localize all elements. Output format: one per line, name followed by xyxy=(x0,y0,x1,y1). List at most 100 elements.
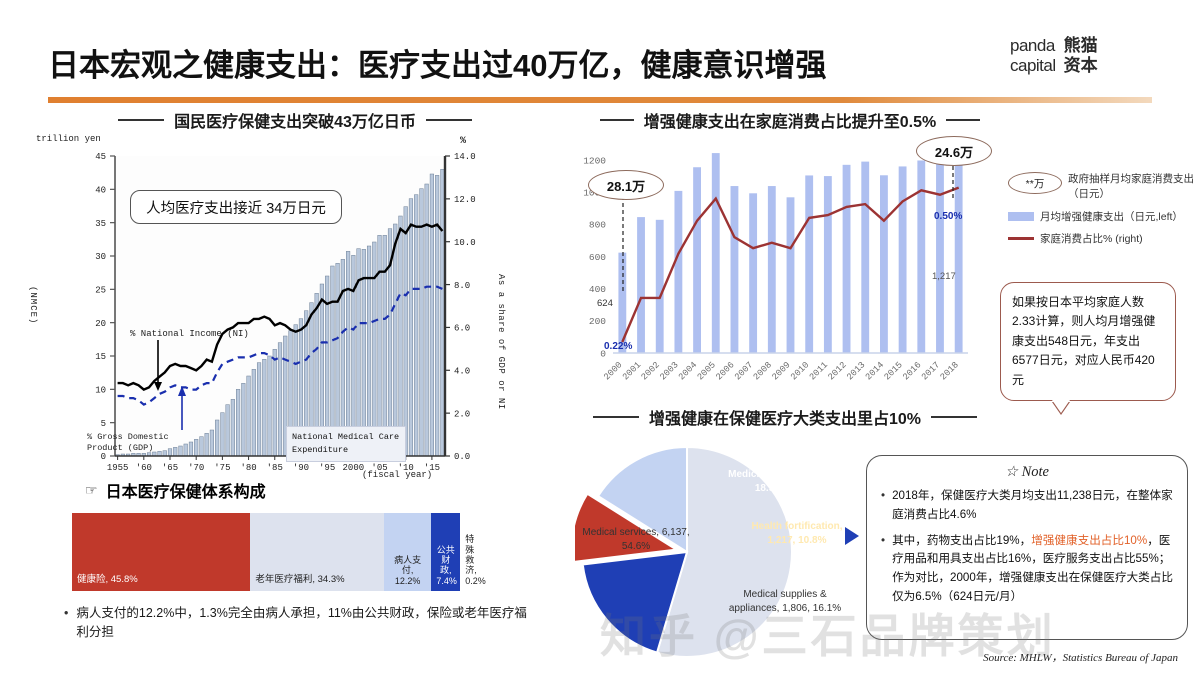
svg-text:'05: '05 xyxy=(371,463,387,473)
heading-rule-left xyxy=(118,119,165,121)
left-chart-heading: 国民医疗保健支出突破43万亿日币 xyxy=(50,108,540,132)
legend-bar-label: 月均增强健康支出（日元,left） xyxy=(1040,211,1183,224)
play-arrow-icon xyxy=(845,527,859,545)
stacked-bar-segment-label: 病人支付, 12.2% xyxy=(394,554,422,586)
left-chart-x-axis-caption: (fiscal year) xyxy=(362,470,433,480)
note-item-1: • 2018年，保健医疗大类月均支出11,238日元，在整体家庭消费占比4.6% xyxy=(881,487,1173,525)
legend-line-row: 家庭消费占比% (right) xyxy=(1008,231,1198,246)
healthcare-breakdown-pie: Medical services, 6,137, 54.6% Medicines… xyxy=(570,440,875,665)
ni-label-arrow xyxy=(154,340,162,391)
stacked-bar-segment-label: 老年医疗福利, 34.3% xyxy=(255,574,345,586)
pie-label-medicines: Medicines, 2,078, 18.5% xyxy=(728,469,810,494)
svg-text:'85: '85 xyxy=(267,463,283,473)
note-highlight: 增强健康支出占比10% xyxy=(1031,533,1148,547)
right-top-legend: **万 政府抽样月均家庭消费支出（日元） 月均增强健康支出（日元,left） 家… xyxy=(1008,172,1198,253)
svg-text:800: 800 xyxy=(589,220,606,231)
pie-label-medical-supplies: Medical supplies & appliances, 1,806, 16… xyxy=(728,589,842,614)
nmce-series-label: National Medical Care Expenditure xyxy=(286,426,406,462)
left-chart-heading-text: 国民医疗保健支出突破43万亿日币 xyxy=(174,114,416,131)
svg-text:10: 10 xyxy=(95,386,106,396)
label-last-pct-value: 0.50% xyxy=(934,211,963,222)
left-chart-percent-label: % xyxy=(460,136,467,147)
svg-text:25: 25 xyxy=(95,286,106,296)
svg-text:2013: 2013 xyxy=(845,360,867,382)
label-last-bar-value: 1,217 xyxy=(932,271,956,282)
svg-text:2009: 2009 xyxy=(770,360,792,382)
svg-text:8.0: 8.0 xyxy=(454,281,470,291)
heading-rule-right xyxy=(425,119,472,121)
rt-heading-rule-left xyxy=(599,119,634,121)
svg-text:1955: 1955 xyxy=(107,463,129,473)
stacked-bar-heading: ☞ 日本医疗保健体系构成 xyxy=(85,478,266,502)
note-bullet-2: • xyxy=(881,533,886,547)
gdp-series-label: % Gross Domestic Product (GDP) xyxy=(87,432,169,453)
left-chart-y2-axis-title: As a share of GDP or NI xyxy=(496,274,506,410)
pie-heading-rule-right xyxy=(931,416,978,418)
note-item-2-text: 其中，药物支出占比19%，增强健康支出占比10%，医疗用品和用具支出占比16%，… xyxy=(892,533,1173,603)
note-item-1-text: 2018年，保健医疗大类月均支出11,238日元，在整体家庭消费占比4.6% xyxy=(892,489,1173,521)
svg-text:45: 45 xyxy=(95,152,106,162)
label-first-bar-value: 624 xyxy=(597,298,613,309)
pie-heading-text: 增强健康在保健医疗大类支出里占10% xyxy=(648,411,922,428)
svg-text:2004: 2004 xyxy=(677,360,699,382)
stacked-bar-heading-text: 日本医疗保健体系构成 xyxy=(105,484,266,501)
stacked-bar-segment-label: 特殊救济, 0.2% xyxy=(465,534,486,586)
svg-text:'80: '80 xyxy=(240,463,256,473)
svg-text:20: 20 xyxy=(95,319,106,329)
logo-cn-line1: 熊猫 xyxy=(1063,36,1098,55)
svg-text:'75: '75 xyxy=(214,463,230,473)
logo-wordmark-line2: capital xyxy=(1010,56,1056,76)
note-bullet-1: • xyxy=(881,489,886,502)
svg-text:2003: 2003 xyxy=(658,360,680,382)
funding-composition-stacked-bar: 健康险, 45.8% 老年医疗福利, 34.3% 病人支付, 12.2% 公共财政, … xyxy=(72,513,486,591)
logo-cn-line2: 资本 xyxy=(1063,56,1098,76)
legend-line-swatch xyxy=(1008,237,1034,241)
legend-ellipse-desc: 政府抽样月均家庭消费支出（日元） xyxy=(1068,173,1194,201)
note-box: ☆ Note • 2018年，保健医疗大类月均支出11,238日元，在整体家庭消… xyxy=(866,455,1188,640)
svg-text:10.0: 10.0 xyxy=(454,238,476,248)
page-title: 日本宏观之健康支出：医疗支出过40万亿，健康意识增强 xyxy=(48,36,968,88)
svg-text:14.0: 14.0 xyxy=(454,152,476,162)
stacked-bar-segment-label: 健康险, 45.8% xyxy=(77,574,138,586)
svg-text:'10: '10 xyxy=(398,463,414,473)
svg-text:2.0: 2.0 xyxy=(454,409,470,419)
page-title-text: 日本宏观之健康支出：医疗支出过40万亿，健康意识增强 xyxy=(48,47,827,83)
note-box-title: ☆ Note xyxy=(1004,464,1049,480)
panda-capital-logo: panda capital 熊猫 资本 xyxy=(1010,36,1160,92)
stacked-bar-segment-label: 公共财政, 7.4% xyxy=(436,544,457,586)
stacked-bar-segment: 病人支付, 12.2% xyxy=(383,513,432,591)
svg-text:2008: 2008 xyxy=(752,360,774,382)
svg-text:2006: 2006 xyxy=(714,360,736,382)
legend-ellipse-row: **万 政府抽样月均家庭消费支出（日元） xyxy=(1008,172,1198,202)
svg-text:'90: '90 xyxy=(293,463,309,473)
svg-text:35: 35 xyxy=(95,219,106,229)
left-chart-panel: 国民医疗保健支出突破43万亿日币 0 5 10 15 20 25 30 35 40 45 0.0 2… xyxy=(28,108,550,498)
svg-text:5: 5 xyxy=(101,419,106,429)
svg-text:2015: 2015 xyxy=(882,360,904,382)
title-underline-rule xyxy=(48,97,1152,103)
logo-wordmark-line1: panda xyxy=(1010,36,1055,55)
pie-label-medical-services: Medical services, 6,137, 54.6% xyxy=(582,527,690,552)
ni-series-label: % National Income (NI) xyxy=(130,329,249,339)
left-chart-y-axis-title: (NMCE) xyxy=(28,286,38,325)
svg-text:15: 15 xyxy=(95,352,106,362)
svg-text:'65: '65 xyxy=(162,463,178,473)
stacked-bar-segment: 特殊救济, 0.2% xyxy=(460,513,486,591)
callout-2000-value: 28.1万 xyxy=(588,170,664,200)
svg-text:'15: '15 xyxy=(424,463,440,473)
svg-text:40: 40 xyxy=(95,186,106,196)
legend-line-label: 家庭消费占比% (right) xyxy=(1040,233,1143,246)
svg-text:2000: 2000 xyxy=(343,463,365,473)
svg-text:2007: 2007 xyxy=(733,360,755,382)
svg-text:4.0: 4.0 xyxy=(454,366,470,376)
svg-text:'70: '70 xyxy=(188,463,204,473)
svg-text:2001: 2001 xyxy=(621,360,643,382)
svg-text:30: 30 xyxy=(95,252,106,262)
per-capita-estimate-text: 如果按日本平均家庭人数2.33计算，则人均月增强健康支出548日元，年支出657… xyxy=(1012,295,1156,387)
svg-text:2010: 2010 xyxy=(789,360,811,382)
stacked-bar-note: • 病人支付的12.2%中，1.3%完全由病人承担，11%由公共财政，保险或老年… xyxy=(64,604,534,643)
svg-text:6.0: 6.0 xyxy=(454,324,470,334)
svg-text:2016: 2016 xyxy=(901,360,923,382)
stacked-bar-segment: 老年医疗福利, 34.3% xyxy=(250,513,384,591)
rt-heading-rule-right xyxy=(946,119,981,121)
